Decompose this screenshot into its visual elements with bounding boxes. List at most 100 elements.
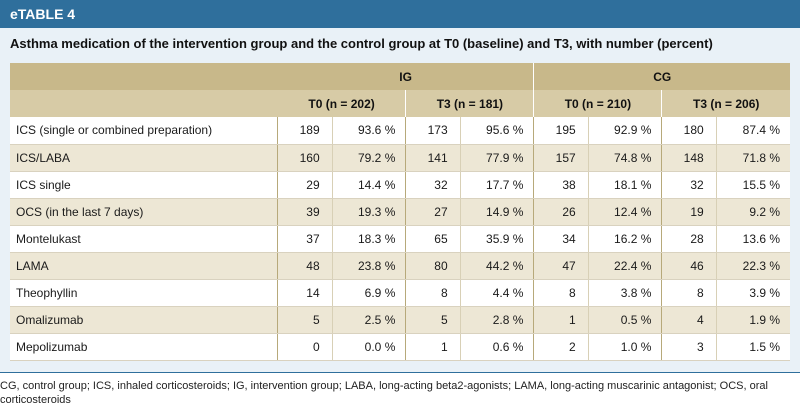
row-label: Omalizumab bbox=[10, 306, 278, 334]
ig-t0-count: 189 bbox=[277, 117, 333, 145]
header-blank bbox=[10, 63, 278, 90]
group-ig-header: IG bbox=[277, 63, 534, 90]
ig-t3-count: 1 bbox=[405, 333, 461, 361]
ig-t0-percent: 19.3 % bbox=[331, 198, 406, 226]
ig-t0-count: 37 bbox=[277, 225, 333, 253]
row-label: Theophyllin bbox=[10, 279, 278, 307]
cg-t3-count: 3 bbox=[661, 333, 717, 361]
cg-t3-count: 180 bbox=[661, 117, 717, 145]
subheader-row: T0 (n = 202) T3 (n = 181) T0 (n = 210) T… bbox=[10, 90, 790, 117]
ig-t0-percent: 2.5 % bbox=[331, 306, 406, 334]
ig-t3-percent: 44.2 % bbox=[459, 252, 534, 280]
cg-t0-percent: 18.1 % bbox=[587, 171, 662, 199]
cg-t3-percent: 71.8 % bbox=[715, 144, 790, 172]
table-panel: Asthma medication of the intervention gr… bbox=[0, 28, 800, 373]
table-caption: Asthma medication of the intervention gr… bbox=[10, 36, 713, 51]
cg-t0-count: 8 bbox=[533, 279, 589, 307]
cg-t3-count: 28 bbox=[661, 225, 717, 253]
ig-t0-header: T0 (n = 202) bbox=[277, 90, 406, 117]
row-label: OCS (in the last 7 days) bbox=[10, 198, 278, 226]
cg-t3-percent: 15.5 % bbox=[715, 171, 790, 199]
cg-t0-percent: 22.4 % bbox=[587, 252, 662, 280]
cg-t0-count: 38 bbox=[533, 171, 589, 199]
row-label: Mepolizumab bbox=[10, 333, 278, 361]
table-row: Theophyllin 14 6.9 % 8 4.4 % 8 3.8 % 8 3… bbox=[10, 279, 790, 307]
cg-t3-percent: 87.4 % bbox=[715, 117, 790, 145]
ig-t0-percent: 14.4 % bbox=[331, 171, 406, 199]
ig-t0-percent: 79.2 % bbox=[331, 144, 406, 172]
ig-t3-percent: 35.9 % bbox=[459, 225, 534, 253]
ig-t0-count: 29 bbox=[277, 171, 333, 199]
ig-t3-count: 32 bbox=[405, 171, 461, 199]
cg-t0-count: 2 bbox=[533, 333, 589, 361]
ig-t0-percent: 23.8 % bbox=[331, 252, 406, 280]
row-label: Montelukast bbox=[10, 225, 278, 253]
cg-t0-percent: 12.4 % bbox=[587, 198, 662, 226]
ig-t3-percent: 17.7 % bbox=[459, 171, 534, 199]
ig-t0-count: 48 bbox=[277, 252, 333, 280]
table-row: Montelukast 37 18.3 % 65 35.9 % 34 16.2 … bbox=[10, 225, 790, 253]
cg-t3-count: 8 bbox=[661, 279, 717, 307]
ig-t3-count: 80 bbox=[405, 252, 461, 280]
cg-t3-percent: 3.9 % bbox=[715, 279, 790, 307]
cg-t3-count: 4 bbox=[661, 306, 717, 334]
cg-t0-count: 26 bbox=[533, 198, 589, 226]
ig-t0-percent: 18.3 % bbox=[331, 225, 406, 253]
cg-t0-count: 195 bbox=[533, 117, 589, 145]
table-row: ICS/LABA 160 79.2 % 141 77.9 % 157 74.8 … bbox=[10, 144, 790, 172]
ig-t3-percent: 14.9 % bbox=[459, 198, 534, 226]
ig-t3-count: 8 bbox=[405, 279, 461, 307]
cg-t0-count: 157 bbox=[533, 144, 589, 172]
table-footnote: CG, control group; ICS, inhaled corticos… bbox=[0, 380, 768, 406]
table-label: eTABLE 4 bbox=[0, 0, 800, 28]
cg-t0-percent: 0.5 % bbox=[587, 306, 662, 334]
cg-t0-percent: 92.9 % bbox=[587, 117, 662, 145]
cg-t3-count: 32 bbox=[661, 171, 717, 199]
cg-t3-count: 46 bbox=[661, 252, 717, 280]
ig-t3-percent: 77.9 % bbox=[459, 144, 534, 172]
ig-t0-count: 5 bbox=[277, 306, 333, 334]
ig-t3-count: 5 bbox=[405, 306, 461, 334]
group-header-row: IG CG bbox=[10, 63, 790, 90]
cg-t0-percent: 16.2 % bbox=[587, 225, 662, 253]
ig-t3-header: T3 (n = 181) bbox=[405, 90, 534, 117]
cg-t3-percent: 22.3 % bbox=[715, 252, 790, 280]
cg-t0-percent: 74.8 % bbox=[587, 144, 662, 172]
cg-t3-count: 148 bbox=[661, 144, 717, 172]
row-label: ICS single bbox=[10, 171, 278, 199]
table-row: ICS (single or combined preparation) 189… bbox=[10, 117, 790, 145]
table-row: LAMA 48 23.8 % 80 44.2 % 47 22.4 % 46 22… bbox=[10, 252, 790, 280]
subheader-blank bbox=[10, 90, 278, 117]
cg-t0-count: 34 bbox=[533, 225, 589, 253]
ig-t0-percent: 0.0 % bbox=[331, 333, 406, 361]
ig-t3-percent: 4.4 % bbox=[459, 279, 534, 307]
cg-t3-header: T3 (n = 206) bbox=[661, 90, 790, 117]
cg-t3-percent: 9.2 % bbox=[715, 198, 790, 226]
ig-t0-count: 0 bbox=[277, 333, 333, 361]
row-label: ICS/LABA bbox=[10, 144, 278, 172]
row-label: LAMA bbox=[10, 252, 278, 280]
table-row: OCS (in the last 7 days) 39 19.3 % 27 14… bbox=[10, 198, 790, 226]
cg-t0-count: 1 bbox=[533, 306, 589, 334]
group-cg-header: CG bbox=[533, 63, 790, 90]
ig-t3-count: 27 bbox=[405, 198, 461, 226]
table-row: Omalizumab 5 2.5 % 5 2.8 % 1 0.5 % 4 1.9… bbox=[10, 306, 790, 334]
ig-t3-percent: 95.6 % bbox=[459, 117, 534, 145]
ig-t3-count: 65 bbox=[405, 225, 461, 253]
cg-t0-percent: 3.8 % bbox=[587, 279, 662, 307]
ig-t0-percent: 93.6 % bbox=[331, 117, 406, 145]
cg-t0-count: 47 bbox=[533, 252, 589, 280]
ig-t3-count: 173 bbox=[405, 117, 461, 145]
ig-t0-percent: 6.9 % bbox=[331, 279, 406, 307]
ig-t0-count: 39 bbox=[277, 198, 333, 226]
cg-t3-percent: 1.9 % bbox=[715, 306, 790, 334]
table-row: Mepolizumab 0 0.0 % 1 0.6 % 2 1.0 % 3 1.… bbox=[10, 333, 790, 361]
cg-t0-percent: 1.0 % bbox=[587, 333, 662, 361]
ig-t3-count: 141 bbox=[405, 144, 461, 172]
cg-t3-count: 19 bbox=[661, 198, 717, 226]
cg-t0-header: T0 (n = 210) bbox=[533, 90, 662, 117]
cg-t3-percent: 1.5 % bbox=[715, 333, 790, 361]
ig-t0-count: 160 bbox=[277, 144, 333, 172]
medication-table: IG CG T0 (n = 202) T3 (n = 181) T0 (n = … bbox=[10, 63, 790, 361]
ig-t3-percent: 0.6 % bbox=[459, 333, 534, 361]
